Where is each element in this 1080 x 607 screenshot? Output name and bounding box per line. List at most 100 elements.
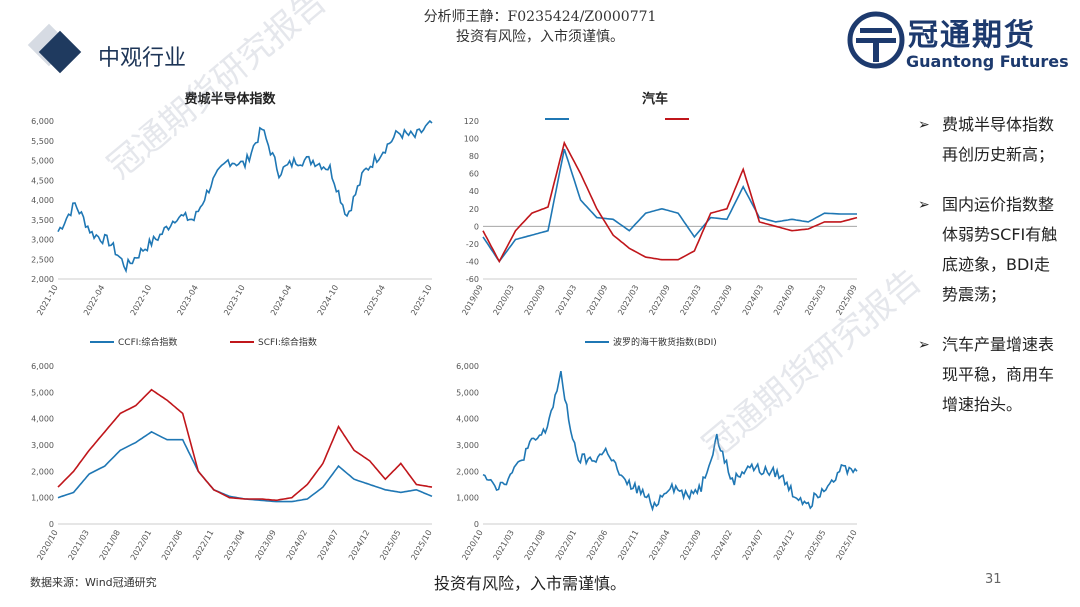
x-tick-label: 2023/09 [710,284,734,317]
page-number: 31 [985,572,1002,587]
series-line [57,388,433,502]
y-tick-label: 0 [49,520,54,529]
risk-notice-bottom: 投资有风险，入市需谨慎。 [434,574,627,593]
y-tick-label: 4,500 [31,176,54,185]
x-tick-label: 2020/10 [35,529,59,562]
arrow-icon: ➢ [918,117,930,133]
analyst-info: 分析师王静：F0235424/Z0000771 [423,9,657,25]
x-tick-label: 2024-10 [316,284,341,317]
y-tick-label: 20 [469,205,479,214]
x-tick-label: 2020/03 [491,284,515,317]
y-tick-label: 0 [474,520,479,529]
x-tick-label: 2024-04 [269,284,294,317]
risk-notice-top: 投资有风险，入市须谨慎。 [456,29,624,45]
x-tick-label: 2024/07 [741,529,765,562]
x-tick-label: 2021-10 [35,284,60,317]
x-tick-label: 2021/08 [98,529,122,562]
x-tick-label: 2022/06 [160,529,184,562]
y-tick-label: 0 [474,222,479,231]
y-tick-label: 80 [469,152,479,161]
bullet-item: ➢ 汽车产量增速表现平稳，商用车增速抬头。 [912,330,1062,420]
x-tick-label: 2022/01 [129,529,153,562]
y-tick-label: 4,000 [31,415,54,424]
section-title: 中观行业 [98,46,187,71]
y-tick-label: 4,000 [456,415,479,424]
arrow-icon: ➢ [918,337,930,353]
y-tick-label: 3,000 [31,441,54,450]
bullet-text: 国内运价指数整体弱势SCFI有触底迹象，BDI走势震荡； [942,195,1058,304]
legend-label: 波罗的海干散货指数(BDI) [613,336,717,348]
bullet-text: 费城半导体指数再创历史新高； [942,115,1055,164]
x-tick-label: 2022/03 [616,284,640,317]
x-tick-label: 2023/09 [253,529,277,562]
y-tick-label: 5,000 [31,157,54,166]
y-tick-label: -60 [466,275,479,284]
y-tick-label: 6,000 [31,362,54,371]
bullet-text: 汽车产量增速表现平稳，商用车增速抬头。 [942,335,1055,414]
x-tick-label: 2020/09 [523,284,547,317]
sox-index-chart: 费城半导体指数 6,000 5,500 5,000 4,500 4,000 3,500 3,0… [31,91,434,317]
y-tick-label: 4,000 [31,196,54,205]
x-tick-label: 2025/03 [803,284,827,317]
x-tick-label: 2022/11 [191,529,215,562]
y-tick-label: 3,500 [31,216,54,225]
x-tick-label: 2023/04 [647,529,671,562]
data-source: 数据来源：Wind冠通研究 [30,576,157,589]
series-line [482,140,858,264]
chart-title: 费城半导体指数 [184,91,276,107]
x-tick-label: 2019/09 [460,284,484,317]
x-tick-label: 2025/10 [834,529,858,562]
y-tick-label: 5,000 [31,388,54,397]
company-logo-icon [847,11,905,69]
summary-bullets: ➢ 费城半导体指数再创历史新高； ➢ 国内运价指数整体弱势SCFI有触底迹象，BDI… [912,110,1062,440]
x-tick-label: 2021/08 [523,529,547,562]
x-tick-label: 2025/10 [409,529,433,562]
x-tick-label: 2024/09 [772,284,796,317]
x-tick-label: 2020/10 [460,529,484,562]
y-tick-label: 5,500 [31,137,54,146]
y-tick-label: 2,000 [31,275,54,284]
x-tick-label: 2024/02 [710,529,734,562]
x-tick-label: 2023-10 [222,284,247,317]
x-tick-label: 2021/09 [585,284,609,317]
legend-label: CCFI:综合指数 [118,336,177,348]
bullet-item: ➢ 国内运价指数整体弱势SCFI有触底迹象，BDI走势震荡； [912,190,1062,310]
x-tick-label: 2023/03 [678,284,702,317]
y-tick-label: 1,000 [456,494,479,503]
freight-index-chart: CCFI:综合指数 SCFI:综合指数 6,000 5,000 4,000 3,000 2,… [31,336,434,562]
x-tick-label: 2025/05 [378,529,402,562]
y-tick-label: -20 [466,240,479,249]
x-tick-label: 2025-04 [362,284,387,317]
brand-name-en: Guantong Futures [906,52,1069,71]
y-tick-label: 1,000 [31,494,54,503]
y-tick-label: -40 [466,257,479,266]
x-tick-label: 2023/09 [678,529,702,562]
x-tick-label: 2024/12 [347,529,371,562]
chart-title: 汽车 [642,91,668,107]
x-tick-label: 2022/09 [647,284,671,317]
y-tick-label: 100 [464,135,479,144]
bdi-chart: 波罗的海干散货指数(BDI) 6,000 5,000 4,000 3,000 2,000 1… [456,336,859,562]
x-tick-label: 2023/04 [222,529,246,562]
y-tick-label: 60 [469,170,479,179]
series-line [482,370,858,512]
x-tick-label: 2021/03 [66,529,90,562]
x-tick-label: 2022-04 [82,284,107,317]
x-tick-label: 2024/12 [772,529,796,562]
y-tick-label: 6,000 [456,362,479,371]
x-tick-label: 2023-04 [175,284,200,317]
y-tick-label: 5,000 [456,388,479,397]
y-tick-label: 40 [469,187,479,196]
series-line [57,430,433,503]
brand-name-cn: 冠通期货 [908,18,1036,53]
series-line [482,148,857,263]
y-tick-label: 3,000 [456,441,479,450]
x-tick-label: 2022/01 [554,529,578,562]
x-tick-label: 2024/02 [285,529,309,562]
y-tick-label: 2,000 [456,467,479,476]
x-tick-label: 2025/05 [803,529,827,562]
x-tick-label: 2022-10 [129,284,154,317]
arrow-icon: ➢ [918,197,930,213]
legend-label: SCFI:综合指数 [258,336,317,348]
